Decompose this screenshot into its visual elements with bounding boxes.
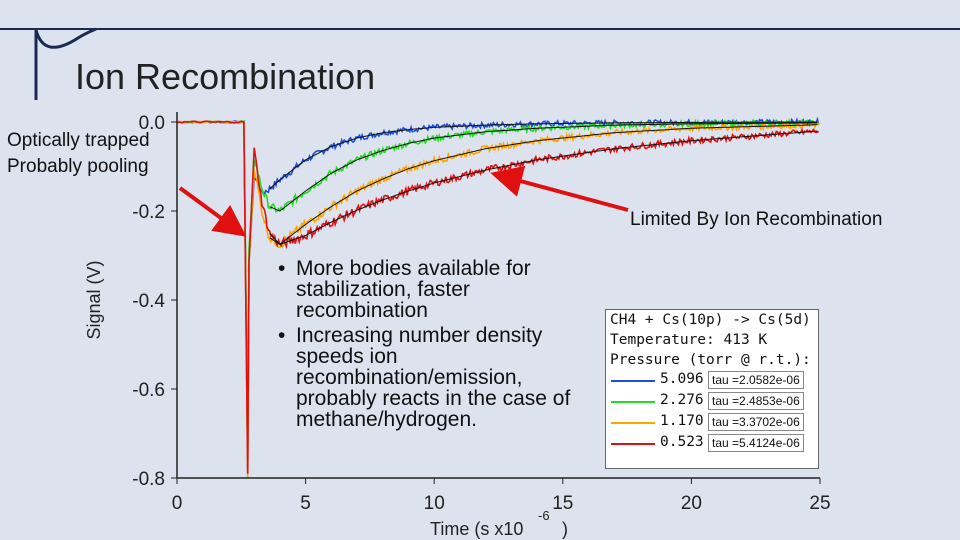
arrow-to-pooling <box>178 186 247 237</box>
fit-line <box>269 122 818 212</box>
note-ion-recombination: Limited By Ion Recombination <box>630 209 883 230</box>
legend-row: 5.096 tau =2.0582e-06 <box>606 370 818 391</box>
legend-row: 1.170 tau =3.3702e-06 <box>606 412 818 433</box>
legend-pressure: 0.523 <box>660 434 704 450</box>
header-swoosh <box>34 27 97 100</box>
legend-tau: tau =2.0582e-06 <box>708 371 804 389</box>
legend-pressure: 2.276 <box>660 392 704 408</box>
legend-header-3: Pressure (torr @ r.t.): <box>610 352 811 368</box>
y-tick-label: -0.6 <box>132 380 165 401</box>
y-axis-label: Signal (V) <box>84 260 104 339</box>
legend-swatch <box>611 422 655 424</box>
series-line <box>176 117 820 443</box>
x-tick-label: 20 <box>681 493 702 514</box>
x-axis-label: Time (s x10 <box>430 519 523 539</box>
bullet-list: More bodies available for stabilization,… <box>278 258 598 434</box>
fit-line <box>269 130 818 245</box>
legend-header-2: Temperature: 413 K <box>610 332 768 348</box>
note-line-1: Optically trapped <box>7 130 150 151</box>
x-tick-label: 5 <box>300 493 311 514</box>
legend-tau: tau =3.3702e-06 <box>708 413 804 431</box>
chart-legend: CH4 + Cs(10p) -> Cs(5d) Temperature: 413… <box>605 309 819 469</box>
fit-line <box>269 124 818 246</box>
y-tick-label: 0.0 <box>139 113 165 134</box>
legend-tau: tau =2.4853e-06 <box>708 392 804 410</box>
legend-header-1: CH4 + Cs(10p) -> Cs(5d) <box>610 312 811 328</box>
legend-pressure: 1.170 <box>660 413 704 429</box>
bullet-item: More bodies available for stabilization,… <box>278 258 598 321</box>
legend-row: 0.523 tau =5.4124e-06 <box>606 433 818 454</box>
legend-swatch <box>611 401 655 403</box>
legend-swatch <box>611 443 655 445</box>
x-tick-label: 0 <box>172 493 183 514</box>
x-tick-label: 15 <box>552 493 573 514</box>
x-axis-label-exponent: -6 <box>538 508 550 523</box>
y-tick-label: -0.2 <box>132 202 165 223</box>
slide-title: Ion Recombination <box>75 56 376 97</box>
arrow-to-recombination <box>490 165 629 212</box>
y-tick-label: -0.8 <box>132 469 165 490</box>
note-optically-trapped: Optically trapped Probably pooling <box>7 128 150 180</box>
legend-tau: tau =5.4124e-06 <box>708 434 804 452</box>
fit-line <box>269 121 818 190</box>
bullet-item: Increasing number density speeds ion rec… <box>278 325 598 430</box>
y-tick-label: -0.4 <box>132 291 165 312</box>
note-line-2: Probably pooling <box>7 156 149 177</box>
x-axis-label-end: ) <box>562 519 568 539</box>
series-line <box>176 120 819 474</box>
legend-pressure: 5.096 <box>660 371 704 387</box>
legend-swatch <box>611 380 655 382</box>
x-tick-label: 25 <box>809 493 830 514</box>
legend-row: 2.276 tau =2.4853e-06 <box>606 391 818 412</box>
x-tick-label: 10 <box>424 493 445 514</box>
